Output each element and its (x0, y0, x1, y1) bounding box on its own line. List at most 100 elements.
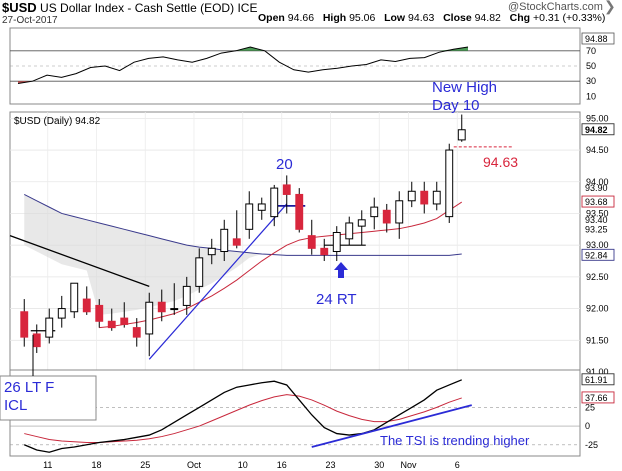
candle-body (32, 333, 41, 348)
price-badge-box (581, 195, 615, 208)
low-value: 94.63 (408, 12, 435, 24)
price-panel-title: $USD (Daily) 94.82 (14, 116, 101, 127)
candle-body (107, 320, 116, 329)
price-badge: 93.40 (585, 215, 608, 225)
price-tick-label: 91.50 (586, 335, 609, 345)
exchange: ICE (237, 1, 258, 15)
price-badge: 93.90 (585, 183, 608, 193)
annotation-24rt: 24 RT (316, 291, 357, 308)
high-value: 95.06 (349, 12, 376, 24)
symbol-name: US Dollar Index - Cash Settle (EOD) (40, 1, 235, 15)
candle-body (282, 184, 291, 195)
price-badge-box (581, 123, 615, 136)
top-last-badge (581, 32, 615, 45)
moving-average-line (99, 201, 463, 329)
candle-body (407, 190, 416, 202)
annotation-day-10: Day 10 (432, 97, 480, 114)
tsi-x-tick-label: 10 (238, 460, 248, 470)
tsi-tick-label: 0 (585, 421, 590, 431)
tsi-tick-label: 37.66 (585, 393, 608, 403)
price-tick-label: 92.00 (586, 304, 609, 314)
up-arrow-icon (334, 262, 348, 278)
candle-body (157, 301, 166, 313)
tsi-x-tick-label: 18 (91, 460, 101, 470)
chart-date: 27-Oct-2017 (2, 15, 58, 26)
tsi-line (23, 379, 462, 453)
candle-body (307, 235, 316, 249)
price-tick-label: 91.00 (586, 367, 609, 377)
price-tick-label: 95.00 (586, 113, 609, 123)
candle-body (45, 317, 54, 338)
upper-band-line (24, 193, 462, 256)
top-tick-label: 30 (586, 76, 596, 86)
tsi-trendline (311, 404, 472, 448)
candle-body (295, 193, 304, 230)
tsi-badge-box (581, 373, 615, 386)
candle-body (82, 298, 91, 313)
price-tick-label: 93.00 (586, 240, 609, 250)
annotation-20: 20 (276, 156, 293, 173)
bollinger-band-fill (24, 194, 462, 315)
uptrend-line (148, 203, 288, 360)
candle-body (232, 238, 241, 246)
open-value: 94.66 (287, 12, 315, 24)
candle-body (320, 247, 329, 256)
candle-body (207, 247, 216, 256)
candle-body (332, 231, 341, 253)
tsi-x-tick-label: 16 (277, 460, 287, 470)
chg-label: Chg (509, 12, 531, 24)
candle-body (345, 222, 354, 240)
candle-body (220, 228, 229, 253)
tsi-x-tick-label: 6 (455, 460, 460, 470)
tsi-tick-label: -25 (585, 440, 598, 450)
tsi-x-tick-label: 11 (43, 460, 52, 470)
candle-body (120, 317, 129, 325)
annotation-26-lt-f: 26 LT F (4, 379, 54, 396)
forward-arrow-icon[interactable]: ❯ (604, 0, 616, 14)
candle-body (170, 308, 179, 311)
annotation-icl: ICL (4, 397, 27, 414)
candle-body (357, 219, 366, 227)
candle-body (257, 203, 266, 211)
candle-body (270, 187, 279, 218)
annotation-9463: 94.63 (483, 154, 518, 170)
top-indicator-line (17, 46, 469, 84)
candle-body (182, 285, 191, 306)
close-value: 94.82 (474, 12, 501, 24)
annotation-tsi-trending: The TSI is trending higher (380, 433, 530, 448)
top-indicator-panel: 70 50 30 10 94.88 (9, 27, 615, 105)
icl-annotation-box (0, 375, 97, 421)
candle-body (445, 149, 454, 218)
downtrend-line (9, 235, 150, 288)
candle-body (382, 209, 391, 224)
open-label: Open (258, 12, 285, 24)
candle-body (145, 301, 154, 335)
price-tick-label: 92.50 (586, 272, 609, 282)
tsi-x-tick-label: 23 (325, 460, 335, 470)
annotation-new-high: New High (432, 79, 497, 96)
tsi-tick-label: 61.91 (585, 375, 608, 385)
candle-body (95, 304, 104, 322)
candle-body (245, 203, 254, 230)
top-tick-label: 10 (586, 91, 596, 101)
low-label: Low (384, 12, 406, 24)
price-badge-box (581, 248, 615, 261)
top-last-value: 94.88 (585, 34, 608, 44)
candle-body (20, 311, 29, 338)
close-label: Close (443, 12, 472, 24)
candle-body (57, 308, 66, 319)
tsi-x-tick-label: Nov (400, 460, 417, 470)
candle-body (132, 327, 141, 338)
symbol: $USD (2, 0, 37, 15)
candle-body (195, 257, 204, 287)
price-badge: 92.84 (585, 250, 608, 260)
candle-body (70, 282, 79, 313)
high-label: High (322, 12, 347, 24)
candle-body (420, 190, 429, 205)
candle-body (432, 190, 441, 205)
ohlc-readout: Open 94.66 High 95.06 Low 94.63 Close 94… (258, 12, 605, 24)
price-badge: 93.68 (585, 197, 608, 207)
price-tick-label: 94.00 (586, 177, 609, 187)
